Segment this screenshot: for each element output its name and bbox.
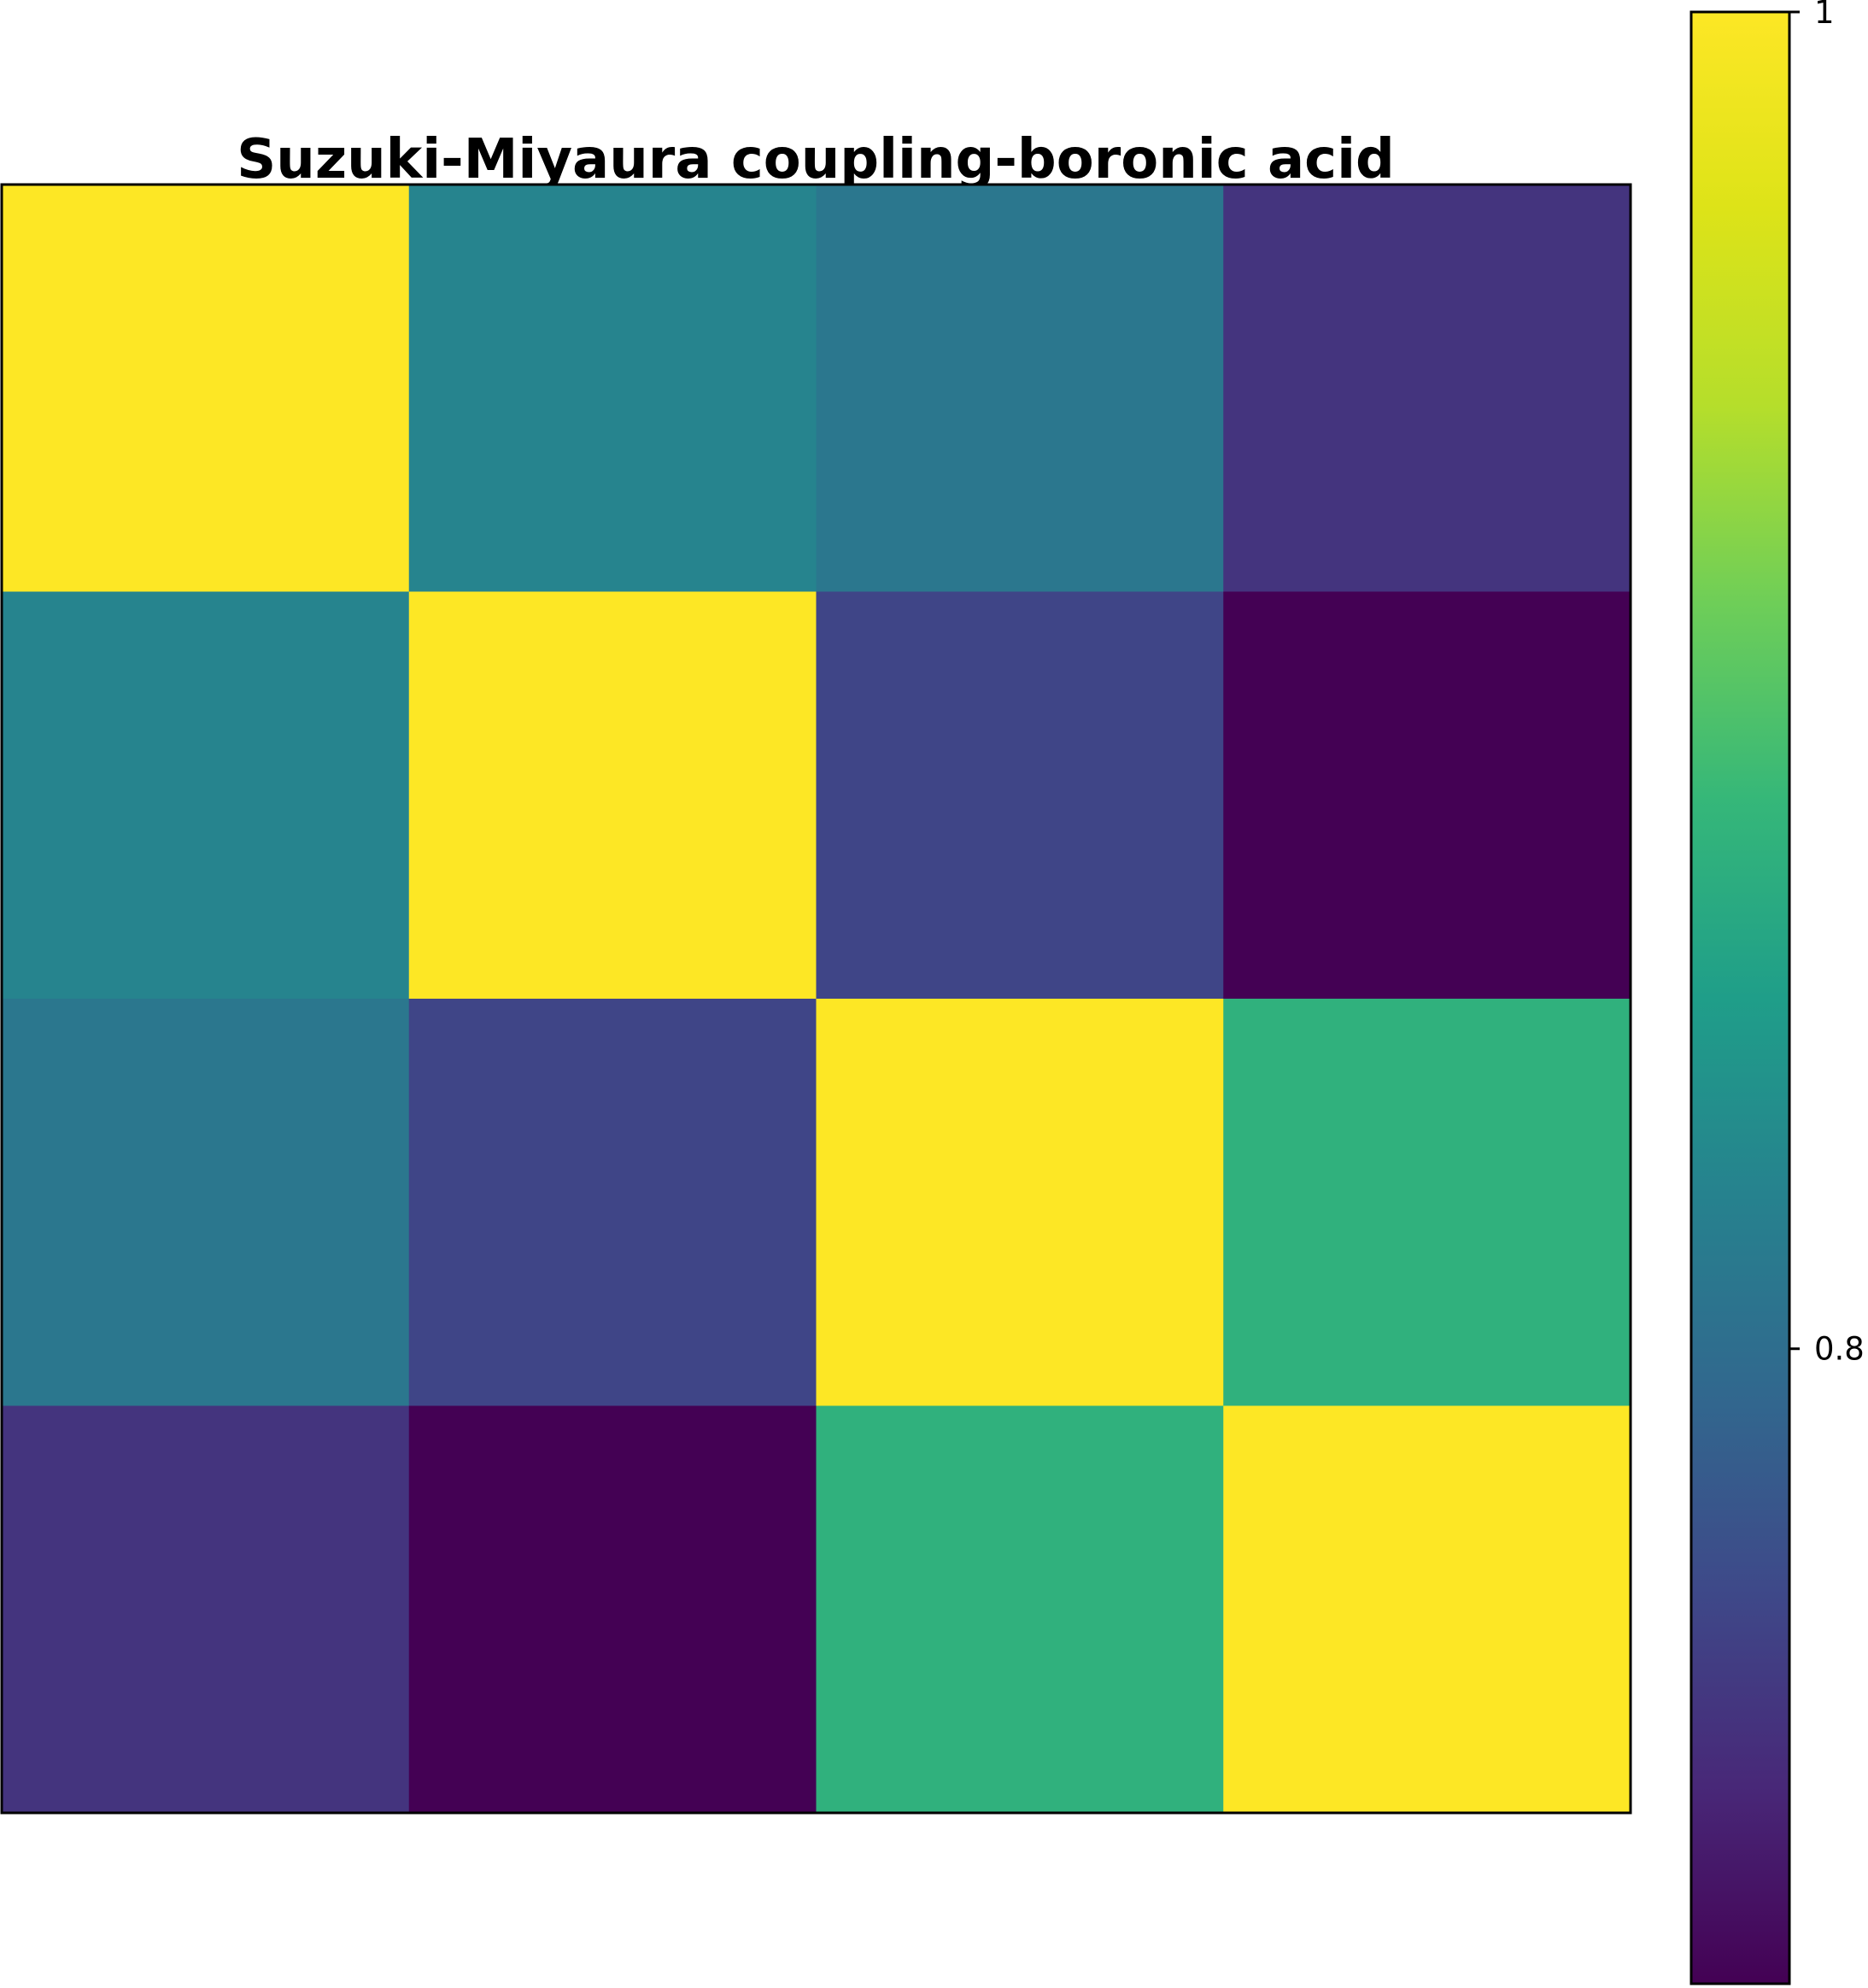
heatmap-cell-r0-c2 bbox=[816, 185, 1224, 592]
heatmap-cell-r3-c3 bbox=[1223, 1405, 1631, 1814]
colorbar-ticks: 10.8 bbox=[1789, 0, 1865, 1368]
heatmap-cell-r0-c3 bbox=[1223, 185, 1631, 592]
heatmap-cell-r1-c1 bbox=[408, 591, 817, 1000]
colorbar-tick-label: 0.8 bbox=[1814, 1331, 1865, 1368]
heatmap-cell-r3-c0 bbox=[2, 1405, 410, 1814]
heatmap-cell-r1-c3 bbox=[1223, 591, 1631, 1000]
colorbar-tick-label: 1 bbox=[1814, 0, 1835, 31]
heatmap-cells bbox=[2, 185, 1631, 1814]
colorbar bbox=[1689, 10, 1791, 1985]
heatmap-cell-r0-c0 bbox=[2, 185, 410, 592]
heatmap-cell-r0-c1 bbox=[408, 185, 817, 592]
heatmap-cell-r2-c0 bbox=[2, 999, 410, 1406]
heatmap-cell-r2-c3 bbox=[1223, 999, 1631, 1406]
heatmap-cell-r3-c1 bbox=[408, 1405, 817, 1814]
heatmap-cell-r1-c0 bbox=[2, 591, 410, 1000]
heatmap-cell-r2-c2 bbox=[816, 999, 1224, 1406]
chart-title: Suzuki-Miyaura coupling-boronic acid bbox=[237, 128, 1395, 191]
heatmap-cell-r1-c2 bbox=[816, 591, 1224, 1000]
heatmap-cell-r3-c2 bbox=[816, 1405, 1224, 1814]
heatmap-cell-r2-c1 bbox=[408, 999, 817, 1406]
plot-frame bbox=[0, 183, 1632, 1815]
